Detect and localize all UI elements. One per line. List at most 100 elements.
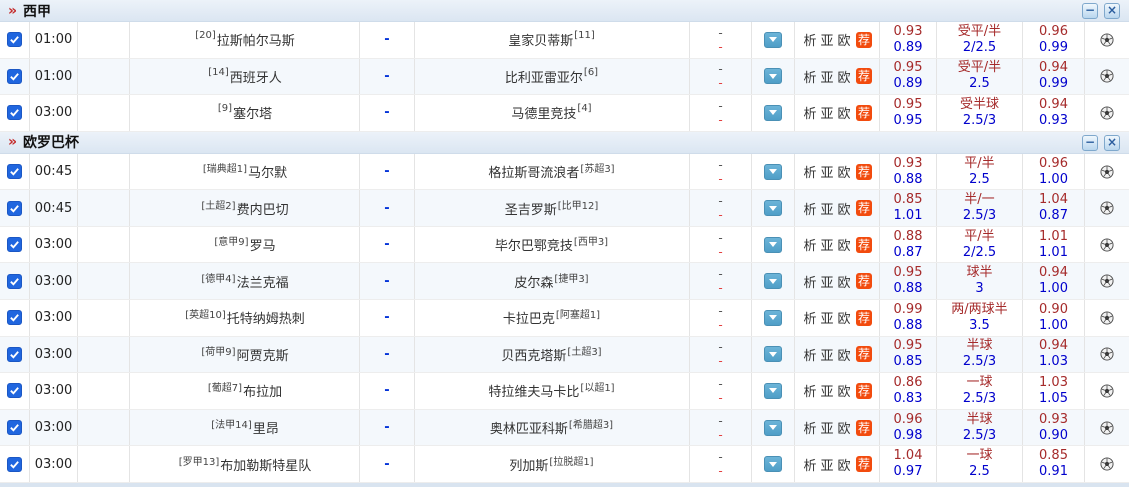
football-icon[interactable] — [1100, 33, 1114, 47]
analysis-link[interactable]: 析 — [803, 166, 817, 182]
asia-odds-link[interactable]: 亚 — [820, 202, 834, 218]
away-team[interactable]: 卡拉巴克 [阿塞超1] — [415, 300, 690, 336]
football-icon[interactable] — [1100, 311, 1114, 325]
away-team[interactable]: 格拉斯哥流浪者 [苏超3] — [415, 153, 690, 190]
home-team[interactable]: [德甲4] 法兰克福 — [130, 263, 360, 300]
away-team[interactable]: 列加斯 [拉脱超1] — [415, 446, 690, 482]
asia-odds-link[interactable]: 亚 — [820, 385, 834, 401]
football-icon[interactable] — [1100, 421, 1114, 435]
europe-odds-link[interactable]: 欧 — [837, 312, 851, 328]
europe-odds-link[interactable]: 欧 — [837, 275, 851, 291]
recommend-badge[interactable]: 荐 — [856, 104, 873, 121]
asia-odds-link[interactable]: 亚 — [820, 275, 834, 291]
recommend-badge[interactable]: 荐 — [856, 419, 873, 436]
away-team[interactable]: 比利亚雷亚尔 [6] — [415, 58, 690, 95]
expand-odds-button[interactable] — [764, 346, 782, 363]
analysis-link[interactable]: 析 — [803, 348, 817, 364]
expand-odds-button[interactable] — [764, 273, 782, 290]
away-team[interactable]: 贝西克塔斯 [土超3] — [415, 336, 690, 373]
match-checkbox[interactable] — [7, 456, 22, 472]
match-checkbox[interactable] — [7, 346, 22, 362]
expand-odds-button[interactable] — [764, 163, 782, 180]
expand-odds-button[interactable] — [764, 200, 782, 217]
recommend-badge[interactable]: 荐 — [856, 346, 873, 363]
recommend-badge[interactable]: 荐 — [856, 382, 873, 399]
asia-odds-link[interactable]: 亚 — [820, 458, 834, 474]
recommend-badge[interactable]: 荐 — [856, 68, 873, 85]
match-checkbox[interactable] — [7, 420, 22, 436]
recommend-badge[interactable]: 荐 — [856, 273, 873, 290]
recommend-badge[interactable]: 荐 — [856, 31, 873, 48]
close-section-button[interactable]: × — [1104, 134, 1120, 151]
football-icon[interactable] — [1100, 164, 1114, 179]
expand-odds-button[interactable] — [764, 456, 782, 473]
expand-odds-button[interactable] — [764, 236, 782, 253]
match-checkbox[interactable] — [7, 164, 22, 180]
asia-odds-link[interactable]: 亚 — [820, 107, 834, 123]
football-icon[interactable] — [1100, 69, 1114, 83]
away-team[interactable]: 马德里竞技 [4] — [415, 95, 690, 131]
europe-odds-link[interactable]: 欧 — [837, 70, 851, 86]
away-team[interactable]: 皮尔森 [捷甲3] — [415, 263, 690, 300]
europe-odds-link[interactable]: 欧 — [837, 422, 851, 438]
home-team[interactable]: [瑞典超1] 马尔默 — [130, 153, 360, 190]
expand-odds-button[interactable] — [764, 68, 782, 85]
home-team[interactable]: [罗甲13] 布加勒斯特星队 — [130, 446, 360, 482]
asia-odds-link[interactable]: 亚 — [820, 312, 834, 328]
match-checkbox[interactable] — [7, 68, 22, 84]
europe-odds-link[interactable]: 欧 — [837, 202, 851, 218]
close-section-button[interactable]: × — [1104, 3, 1120, 19]
europe-odds-link[interactable]: 欧 — [837, 34, 851, 50]
analysis-link[interactable]: 析 — [803, 202, 817, 218]
expand-odds-button[interactable] — [764, 309, 782, 326]
home-team[interactable]: [14] 西班牙人 — [130, 58, 360, 95]
recommend-badge[interactable]: 荐 — [856, 163, 873, 180]
analysis-link[interactable]: 析 — [803, 107, 817, 123]
home-team[interactable]: [法甲14] 里昂 — [130, 409, 360, 446]
analysis-link[interactable]: 析 — [803, 312, 817, 328]
match-checkbox[interactable] — [7, 200, 22, 216]
away-team[interactable]: 特拉维夫马卡比 [以超1] — [415, 373, 690, 409]
europe-odds-link[interactable]: 欧 — [837, 239, 851, 255]
europe-odds-link[interactable]: 欧 — [837, 107, 851, 123]
analysis-link[interactable]: 析 — [803, 422, 817, 438]
recommend-badge[interactable]: 荐 — [856, 456, 873, 473]
match-checkbox[interactable] — [7, 32, 22, 48]
recommend-badge[interactable]: 荐 — [856, 200, 873, 217]
expand-odds-button[interactable] — [764, 104, 782, 121]
home-team[interactable]: [土超2] 费内巴切 — [130, 190, 360, 226]
analysis-link[interactable]: 析 — [803, 458, 817, 474]
asia-odds-link[interactable]: 亚 — [820, 34, 834, 50]
europe-odds-link[interactable]: 欧 — [837, 458, 851, 474]
match-checkbox[interactable] — [7, 310, 22, 326]
away-team[interactable]: 圣吉罗斯 [比甲12] — [415, 190, 690, 226]
collapse-section-button[interactable]: − — [1082, 134, 1098, 151]
recommend-badge[interactable]: 荐 — [856, 236, 873, 253]
football-icon[interactable] — [1100, 274, 1114, 288]
expand-odds-button[interactable] — [764, 31, 782, 48]
expand-odds-button[interactable] — [764, 419, 782, 436]
match-checkbox[interactable] — [7, 105, 22, 121]
analysis-link[interactable]: 析 — [803, 275, 817, 291]
away-team[interactable]: 毕尔巴鄂竞技 [西甲3] — [415, 226, 690, 263]
asia-odds-link[interactable]: 亚 — [820, 166, 834, 182]
collapse-section-button[interactable]: − — [1082, 3, 1098, 19]
away-team[interactable]: 皇家贝蒂斯 [11] — [415, 22, 690, 58]
europe-odds-link[interactable]: 欧 — [837, 385, 851, 401]
expand-odds-button[interactable] — [764, 382, 782, 399]
football-icon[interactable] — [1100, 238, 1114, 252]
europe-odds-link[interactable]: 欧 — [837, 348, 851, 364]
asia-odds-link[interactable]: 亚 — [820, 239, 834, 255]
football-icon[interactable] — [1100, 106, 1114, 120]
analysis-link[interactable]: 析 — [803, 34, 817, 50]
football-icon[interactable] — [1100, 384, 1114, 398]
asia-odds-link[interactable]: 亚 — [820, 422, 834, 438]
recommend-badge[interactable]: 荐 — [856, 309, 873, 326]
football-icon[interactable] — [1100, 347, 1114, 361]
europe-odds-link[interactable]: 欧 — [837, 166, 851, 182]
home-team[interactable]: [英超10] 托特纳姆热刺 — [130, 300, 360, 336]
analysis-link[interactable]: 析 — [803, 70, 817, 86]
home-team[interactable]: [20] 拉斯帕尔马斯 — [130, 22, 360, 58]
home-team[interactable]: [意甲9] 罗马 — [130, 226, 360, 263]
home-team[interactable]: [葡超7] 布拉加 — [130, 373, 360, 409]
